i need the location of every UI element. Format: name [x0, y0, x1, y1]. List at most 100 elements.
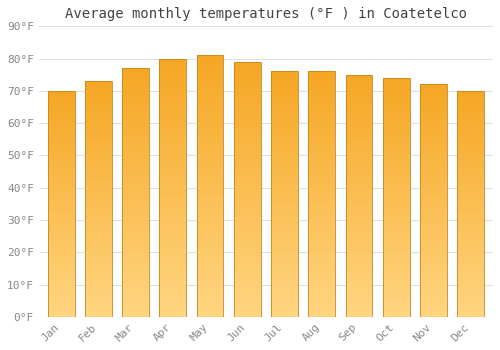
Bar [48, 285, 74, 287]
Bar [271, 167, 298, 170]
Bar [234, 90, 260, 92]
Bar [458, 202, 484, 204]
Bar [196, 76, 224, 79]
Bar [271, 248, 298, 251]
Bar [48, 109, 74, 111]
Bar [85, 307, 112, 310]
Bar [346, 179, 372, 181]
Bar [383, 219, 409, 221]
Bar [420, 236, 447, 238]
Bar [458, 306, 484, 308]
Bar [420, 298, 447, 301]
Bar [271, 275, 298, 278]
Bar [122, 78, 149, 80]
Bar [122, 202, 149, 205]
Bar [48, 100, 74, 102]
Bar [420, 114, 447, 117]
Bar [308, 219, 335, 221]
Bar [85, 234, 112, 237]
Bar [271, 133, 298, 135]
Bar [234, 238, 260, 240]
Bar [420, 168, 447, 170]
Bar [234, 253, 260, 255]
Bar [234, 261, 260, 263]
Bar [48, 91, 74, 93]
Bar [234, 176, 260, 179]
Bar [383, 78, 409, 80]
Bar [458, 204, 484, 206]
Bar [160, 164, 186, 167]
Bar [308, 226, 335, 229]
Bar [196, 71, 224, 74]
Bar [122, 197, 149, 200]
Bar [234, 131, 260, 133]
Bar [458, 290, 484, 292]
Bar [420, 154, 447, 156]
Bar [196, 280, 224, 283]
Bar [85, 284, 112, 286]
Bar [85, 135, 112, 138]
Bar [160, 87, 186, 90]
Bar [160, 162, 186, 164]
Bar [234, 128, 260, 131]
Bar [234, 159, 260, 161]
Bar [160, 58, 186, 317]
Bar [196, 309, 224, 312]
Bar [420, 296, 447, 298]
Bar [346, 196, 372, 198]
Bar [196, 113, 224, 116]
Bar [234, 210, 260, 212]
Bar [458, 276, 484, 278]
Bar [234, 202, 260, 205]
Bar [271, 226, 298, 229]
Bar [308, 184, 335, 187]
Bar [234, 271, 260, 273]
Bar [458, 238, 484, 240]
Bar [420, 287, 447, 289]
Bar [122, 247, 149, 250]
Bar [383, 240, 409, 243]
Bar [160, 219, 186, 221]
Bar [420, 173, 447, 175]
Bar [346, 239, 372, 242]
Bar [308, 106, 335, 108]
Bar [271, 214, 298, 216]
Bar [383, 88, 409, 90]
Bar [420, 133, 447, 135]
Bar [458, 156, 484, 159]
Bar [383, 109, 409, 111]
Bar [308, 295, 335, 297]
Bar [160, 237, 186, 239]
Bar [346, 283, 372, 285]
Bar [271, 96, 298, 98]
Bar [383, 78, 409, 317]
Bar [308, 135, 335, 138]
Bar [308, 192, 335, 194]
Bar [48, 93, 74, 95]
Bar [383, 99, 409, 102]
Bar [160, 74, 186, 77]
Bar [196, 231, 224, 233]
Bar [458, 222, 484, 224]
Bar [458, 122, 484, 125]
Bar [160, 283, 186, 286]
Bar [308, 287, 335, 290]
Bar [458, 91, 484, 317]
Bar [196, 223, 224, 225]
Bar [271, 172, 298, 175]
Bar [234, 279, 260, 281]
Bar [383, 212, 409, 214]
Bar [420, 284, 447, 287]
Bar [85, 258, 112, 260]
Bar [196, 217, 224, 220]
Bar [308, 175, 335, 177]
Bar [122, 205, 149, 208]
Bar [383, 176, 409, 178]
Bar [458, 265, 484, 267]
Bar [122, 210, 149, 212]
Bar [85, 112, 112, 114]
Bar [308, 236, 335, 238]
Bar [271, 202, 298, 204]
Bar [48, 276, 74, 278]
Bar [122, 309, 149, 312]
